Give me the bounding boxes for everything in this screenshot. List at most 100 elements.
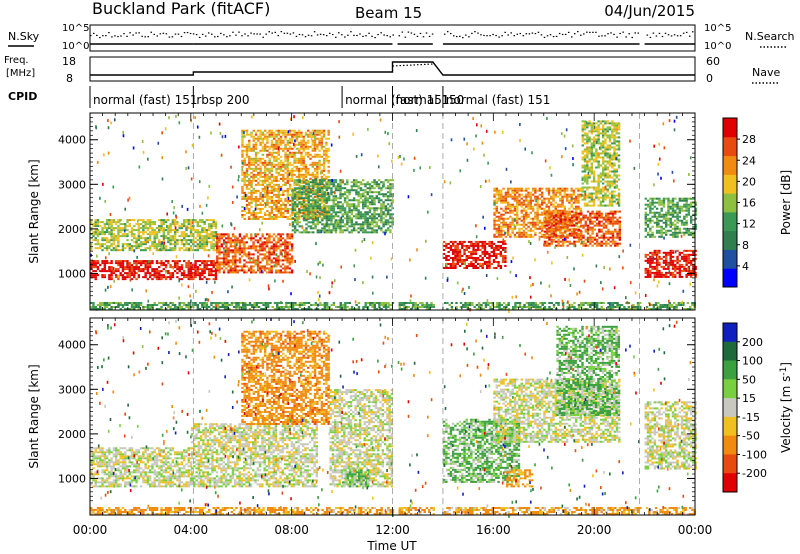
power-cell (536, 217, 539, 220)
power-cell (291, 151, 294, 154)
power-cell (243, 247, 246, 250)
power-cell (117, 235, 120, 238)
power-cell (220, 237, 223, 240)
power-cell (266, 169, 269, 172)
power-cell (352, 205, 356, 208)
power-cell (330, 189, 333, 192)
power-cell (323, 225, 326, 228)
power-cell (348, 231, 351, 234)
power-cell (298, 193, 301, 196)
power-cell (261, 161, 265, 164)
power-cell (252, 197, 255, 200)
power-cell (456, 248, 459, 251)
power-cell (297, 217, 301, 220)
power-cell (124, 243, 127, 246)
power-cell (495, 219, 499, 222)
power-cell (252, 159, 255, 162)
power-cell (126, 274, 129, 277)
power-cell (555, 220, 558, 223)
power-cell (126, 272, 129, 275)
power-cell (105, 231, 109, 234)
power-cell (518, 195, 521, 198)
power-cell (245, 235, 248, 238)
power-cell (556, 229, 560, 232)
power-cell (355, 229, 358, 232)
power-cell (286, 199, 290, 202)
power-cell (346, 179, 349, 182)
power-cell (497, 240, 500, 243)
power-cell (153, 237, 156, 240)
power-cell (357, 203, 360, 206)
power-cell (231, 263, 235, 266)
power-cell (273, 177, 276, 180)
power-cell (160, 229, 163, 232)
power-cell (144, 225, 147, 228)
power-cell (389, 179, 392, 182)
power-cell (265, 259, 269, 262)
power-cell (298, 185, 301, 188)
power-cell (540, 233, 544, 236)
power-cell (497, 217, 501, 220)
power-cell (350, 229, 354, 232)
power-cell (500, 229, 503, 232)
power-cell (518, 233, 521, 236)
date-label: 04/Jun/2015 (604, 2, 695, 20)
power-cell (509, 209, 512, 212)
power-cell (286, 207, 290, 210)
power-cell (307, 199, 310, 202)
power-cell (595, 244, 599, 247)
power-cell (334, 203, 338, 206)
power-cell (581, 194, 584, 197)
power-cell (566, 240, 569, 243)
power-cell (359, 211, 363, 214)
power-cell (153, 276, 156, 279)
power-cell (341, 209, 344, 212)
power-cell (502, 199, 505, 202)
power-cell (540, 195, 544, 198)
power-cell (568, 218, 572, 221)
power-cell (279, 199, 283, 202)
power-cell (546, 232, 549, 235)
power-cell (313, 135, 317, 138)
power-cell (493, 235, 496, 238)
power-cell (583, 150, 587, 153)
power-cell (583, 198, 587, 201)
power-cell (304, 181, 308, 184)
power-cell (256, 233, 260, 236)
power-cell (259, 253, 262, 256)
power-cell (257, 215, 260, 218)
power-cell (144, 221, 147, 224)
power-cell (265, 263, 269, 266)
power-cell (580, 210, 583, 213)
power-cell (250, 185, 253, 188)
power-cell (586, 240, 590, 243)
nsearch-dot (425, 32, 428, 34)
power-cell (538, 225, 542, 228)
power-cell (169, 241, 172, 244)
power-cell (257, 157, 260, 160)
power-cell (189, 266, 193, 269)
power-cell (279, 147, 283, 150)
power-cell (486, 262, 489, 265)
power-cell (176, 229, 179, 232)
power-cell (205, 233, 209, 236)
power-cell (110, 225, 113, 228)
power-cell (520, 193, 523, 196)
power-cell (377, 225, 381, 228)
power-cell (375, 209, 379, 212)
power-cell (309, 145, 312, 148)
power-cell (225, 257, 228, 260)
power-cell (341, 229, 344, 232)
power-cell (493, 219, 496, 222)
nsearch-dot (486, 35, 488, 37)
power-cell (593, 214, 597, 217)
power-cell (327, 217, 331, 220)
power-cell (126, 239, 129, 242)
power-cell (368, 187, 372, 190)
power-cell (300, 231, 304, 234)
power-cell (561, 242, 565, 245)
power-cell (590, 198, 594, 201)
power-cell (343, 223, 347, 226)
power-cell (309, 187, 312, 190)
power-cell (445, 256, 448, 259)
